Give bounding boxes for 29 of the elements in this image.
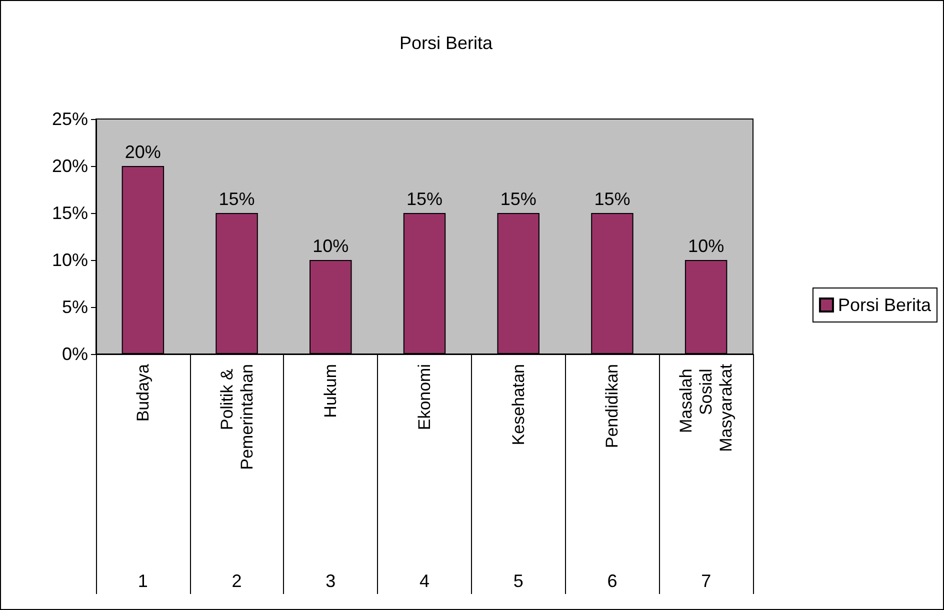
data-label: 20%	[124, 142, 161, 162]
text: 4	[419, 571, 430, 591]
x-tick-label: Ekonomi	[415, 364, 434, 430]
text: 2	[232, 571, 242, 591]
x-tick-label: Hukum	[321, 364, 340, 418]
chart-title: Porsi Berita	[399, 33, 494, 53]
data-label: 15%	[406, 189, 443, 209]
text: 7	[701, 571, 712, 591]
x-tick-label: Budaya	[133, 363, 152, 422]
y-tick-label: 5%	[62, 297, 88, 317]
y-tick-label: 0%	[62, 344, 88, 364]
y-tick-label: 25%	[52, 109, 88, 129]
text: 1	[138, 571, 148, 591]
x-tick-label: Kesehatan	[508, 364, 528, 446]
data-label: 15%	[594, 189, 630, 209]
data-label: 15%	[218, 189, 255, 209]
x-tick-label: Politik & Pemerintahan	[217, 364, 256, 470]
x-tick-label: Masalah Sosial Masyarakat	[676, 364, 736, 452]
y-tick-label: 15%	[52, 203, 88, 223]
x-tick-label: Pendidikan	[602, 364, 622, 448]
text: 5	[513, 571, 524, 591]
y-tick-label: 20%	[52, 156, 88, 176]
y-tick-label: 10%	[52, 250, 88, 270]
text: 3	[326, 571, 336, 591]
data-label: 10%	[312, 236, 349, 256]
text: 6	[607, 571, 618, 591]
data-label: 10%	[688, 236, 724, 256]
legend-label: Porsi Berita	[838, 295, 932, 315]
data-label: 15%	[500, 189, 536, 209]
